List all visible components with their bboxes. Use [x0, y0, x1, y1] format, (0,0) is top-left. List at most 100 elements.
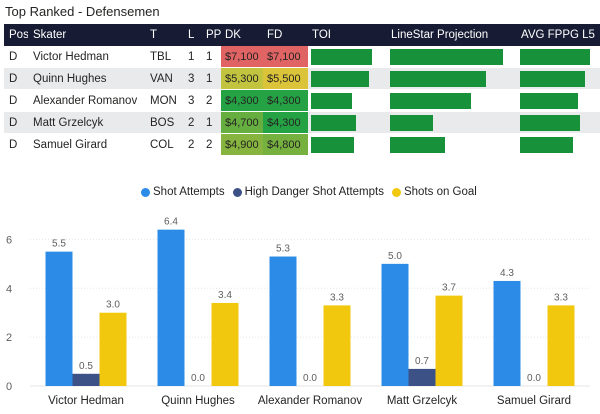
cell-avg-bar [517, 68, 600, 89]
table-row[interactable]: D Matt Grzelcyk BOS 2 1 $4,700 $4,300 [4, 112, 600, 134]
bar-shots-on-goal[interactable] [547, 305, 575, 386]
ls-data-bar [390, 92, 471, 109]
legend-label: High Danger Shot Attempts [244, 186, 384, 198]
avg-data-bar [520, 92, 578, 109]
data-label: 3.3 [330, 292, 344, 303]
bar-shots-on-goal[interactable] [211, 302, 239, 386]
cell-ls-bar [387, 90, 517, 111]
toi-data-bar [311, 70, 369, 87]
data-label: 0.0 [527, 373, 541, 384]
cell-fd-salary: $4,300 [263, 90, 308, 111]
cell-ls-bar [387, 68, 517, 89]
ls-data-bar [390, 70, 486, 87]
bar-high-danger-shot-attempts[interactable] [408, 368, 436, 386]
cell-pp: 1 [206, 50, 213, 63]
page-title: Top Ranked - Defensemen [5, 4, 160, 19]
avg-data-bar [520, 48, 590, 65]
header-dk[interactable]: DK [225, 29, 241, 41]
legend-label: Shots on Goal [403, 186, 477, 198]
header-team[interactable]: T [150, 29, 158, 41]
cell-line: 2 [188, 138, 195, 151]
legend-dot-icon [141, 187, 150, 197]
cell-fd-salary: $4,800 [263, 134, 308, 155]
header-linestar-projection[interactable]: LineStar Projection [391, 29, 489, 41]
legend-label: Shot Attempts [153, 186, 225, 198]
bar-shots-on-goal[interactable] [99, 312, 127, 386]
cell-fd-salary: $4,300 [263, 112, 308, 133]
x-category-label: Samuel Girard [497, 395, 571, 407]
cell-skater: Matt Grzelcyk [33, 116, 104, 129]
cell-line: 2 [188, 116, 195, 129]
bar-shot-attempts[interactable] [45, 251, 73, 386]
bar-shot-attempts[interactable] [157, 229, 185, 386]
header-skater[interactable]: Skater [33, 29, 67, 41]
data-label: 5.3 [276, 244, 290, 255]
cell-skater: Victor Hedman [33, 50, 109, 63]
avg-data-bar [520, 114, 580, 131]
table-row[interactable]: D Quinn Hughes VAN 3 1 $5,300 $5,500 [4, 68, 600, 90]
cell-toi-bar [308, 112, 387, 133]
bar-shots-on-goal[interactable] [435, 295, 463, 386]
chart-svg: 0 2 4 6 5.5 0.5 3.0 Victor Hedman 6.4 0.0 3.4 Quinn… [6, 217, 590, 407]
cell-skater: Alexander Romanov [33, 94, 138, 107]
cell-pos: D [9, 138, 18, 151]
data-label: 5.0 [388, 251, 402, 262]
x-category-label: Quinn Hughes [161, 395, 235, 407]
bar-shot-attempts[interactable] [381, 263, 409, 386]
cell-pp: 1 [206, 116, 213, 129]
cell-ls-bar [387, 112, 517, 133]
cell-skater: Samuel Girard [33, 138, 108, 151]
x-category-label: Matt Grzelcyk [387, 395, 458, 407]
header-pos[interactable]: Pos [9, 29, 28, 41]
toi-data-bar [311, 114, 356, 131]
ls-data-bar [390, 136, 445, 153]
header-avg-fppg-l5[interactable]: AVG FPPG L5 [521, 29, 595, 41]
y-tick-label: 2 [6, 332, 12, 344]
cell-avg-bar [517, 90, 600, 111]
defensemen-table: Pos Skater T L PP DK FD TOI LineStar Pro… [4, 24, 600, 156]
cell-pos: D [9, 50, 18, 63]
ls-data-bar [390, 114, 433, 131]
legend-item-shots-on-goal[interactable]: Shots on Goal [391, 186, 477, 198]
data-label: 3.7 [442, 283, 456, 294]
chart-legend: Shot Attempts High Danger Shot Attempts … [141, 186, 477, 198]
bar-shot-attempts[interactable] [493, 280, 521, 386]
cell-avg-bar [517, 46, 600, 67]
cell-avg-bar [517, 134, 600, 155]
toi-data-bar [311, 136, 354, 153]
bar-shots-on-goal[interactable] [323, 305, 351, 386]
data-label: 6.4 [164, 217, 178, 228]
cell-pos: D [9, 72, 18, 85]
table-row[interactable]: D Samuel Girard COL 2 2 $4,900 $4,800 [4, 134, 600, 156]
header-pp[interactable]: PP [206, 29, 221, 41]
legend-item-shot-attempts[interactable]: Shot Attempts [141, 186, 225, 198]
cell-team: COL [150, 138, 174, 151]
bar-high-danger-shot-attempts[interactable] [72, 373, 100, 386]
cell-pp: 1 [206, 72, 213, 85]
table-row[interactable]: D Victor Hedman TBL 1 1 $7,100 $7,100 [4, 46, 600, 68]
data-label: 0.0 [303, 373, 317, 384]
legend-item-high-danger[interactable]: High Danger Shot Attempts [232, 186, 384, 198]
cell-team: BOS [150, 116, 175, 129]
bar-shot-attempts[interactable] [269, 256, 297, 386]
data-label: 3.3 [554, 292, 568, 303]
cell-toi-bar [308, 134, 387, 155]
table-header: Pos Skater T L PP DK FD TOI LineStar Pro… [4, 24, 600, 46]
cell-dk-salary: $4,900 [221, 134, 263, 155]
cell-team: TBL [150, 50, 172, 63]
cell-team: MON [150, 94, 177, 107]
avg-data-bar [520, 136, 573, 153]
cell-dk-salary: $7,100 [221, 46, 263, 67]
avg-data-bar [520, 70, 585, 87]
cell-ls-bar [387, 46, 517, 67]
cell-toi-bar [308, 90, 387, 111]
cell-team: VAN [150, 72, 173, 85]
header-line[interactable]: L [188, 29, 195, 41]
table-row[interactable]: D Alexander Romanov MON 3 2 $4,300 $4,300 [4, 90, 600, 112]
x-category-label: Victor Hedman [48, 395, 124, 407]
header-toi[interactable]: TOI [312, 29, 331, 41]
cell-dk-salary: $4,300 [221, 90, 263, 111]
data-label: 3.4 [218, 290, 232, 301]
header-fd[interactable]: FD [267, 29, 283, 41]
cell-dk-salary: $4,700 [221, 112, 263, 133]
